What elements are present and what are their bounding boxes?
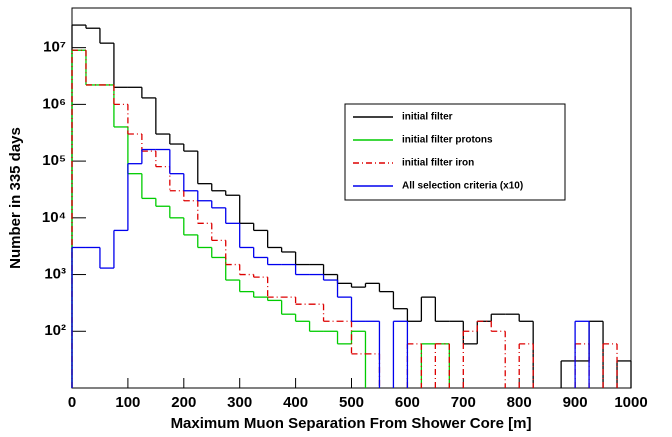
legend-label: All selection criteria (x10): [402, 181, 523, 192]
y-tick-label: 10³: [44, 266, 66, 283]
x-tick-label: 800: [507, 394, 532, 411]
legend-label: initial filter: [402, 112, 453, 123]
legend-label: initial filter iron: [402, 158, 474, 169]
y-tick-label: 10⁷: [43, 39, 66, 56]
y-tick-label: 10⁶: [42, 95, 66, 112]
y-axis-label: Number in 335 days: [7, 127, 24, 269]
x-tick-label: 700: [451, 394, 476, 411]
legend-box: [344, 103, 566, 201]
x-tick-label: 1000: [614, 394, 647, 411]
x-tick-label: 300: [227, 394, 252, 411]
legend-label: initial filter protons: [402, 135, 493, 146]
y-tick-label: 10²: [44, 322, 66, 339]
x-tick-label: 400: [283, 394, 308, 411]
x-tick-label: 100: [115, 394, 140, 411]
x-tick-label: 600: [395, 394, 420, 411]
y-tick-label: 10⁴: [42, 209, 66, 226]
x-tick-label: 900: [563, 394, 588, 411]
x-tick-label: 0: [68, 394, 76, 411]
x-tick-label: 500: [339, 394, 364, 411]
y-tick-label: 10⁵: [42, 152, 66, 169]
x-axis-label: Maximum Muon Separation From Shower Core…: [171, 415, 532, 432]
x-tick-label: 200: [171, 394, 196, 411]
